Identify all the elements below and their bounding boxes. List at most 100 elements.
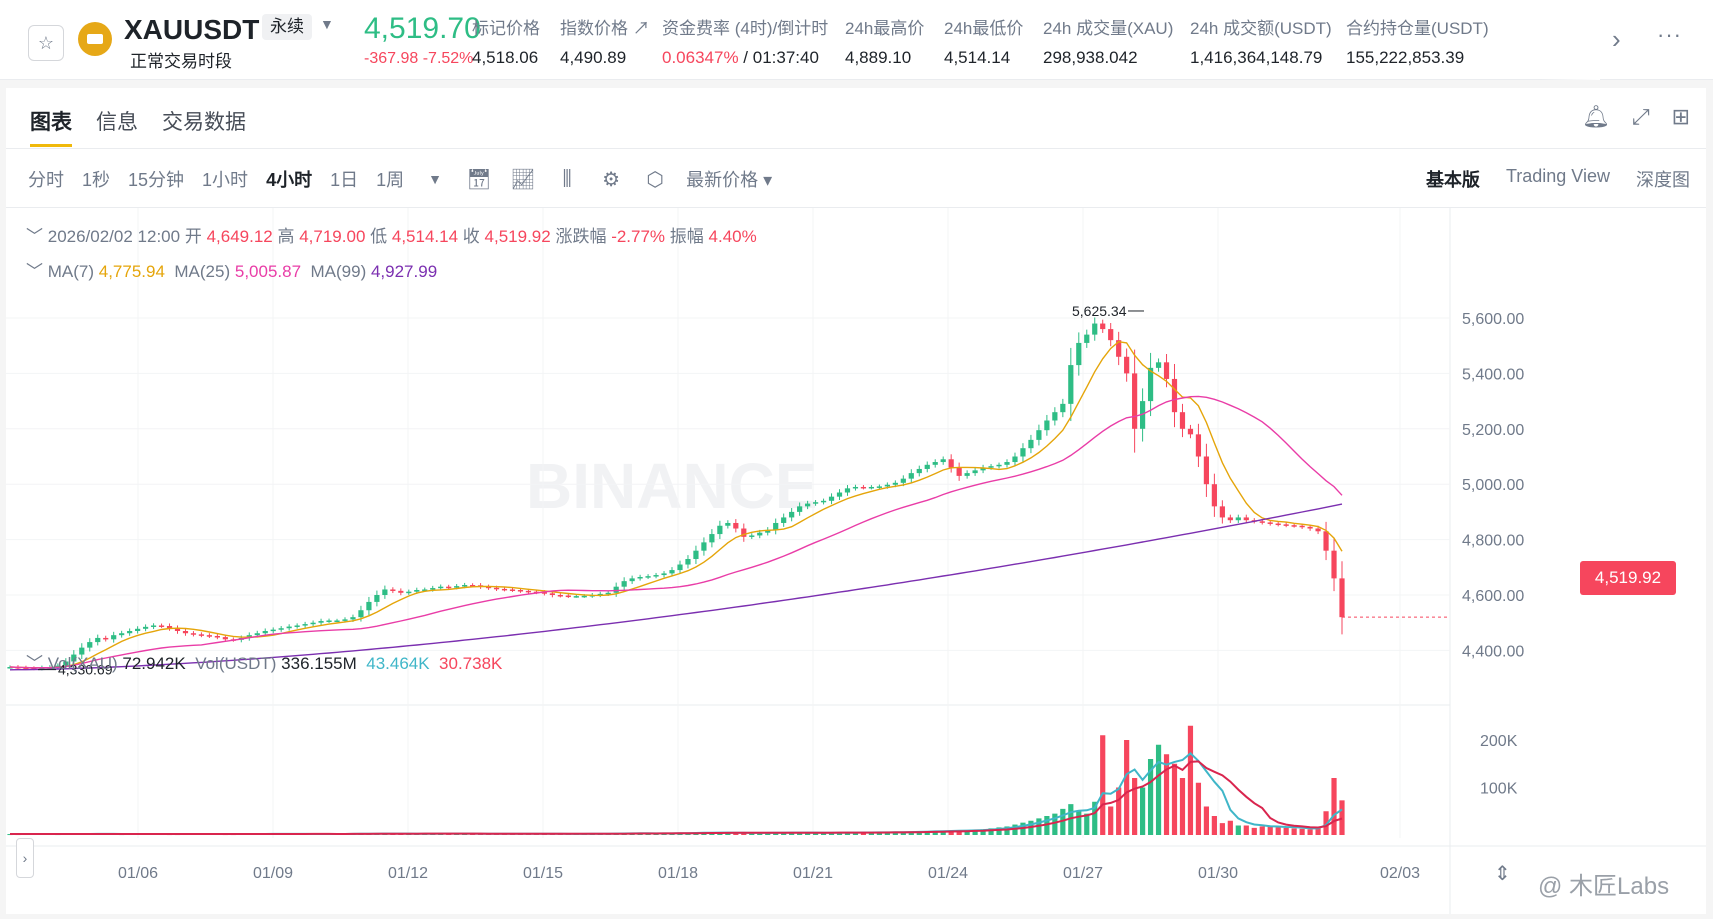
timeframe-4h[interactable]: 4小时: [266, 170, 313, 190]
contract-type-badge: 永续: [262, 14, 312, 40]
volume-bar: [1323, 811, 1329, 835]
candle-body: [916, 468, 922, 474]
tab-info[interactable]: 信息: [96, 111, 138, 134]
candle-body: [1187, 428, 1194, 435]
candle-body: [549, 593, 555, 595]
candle-body: [868, 486, 875, 489]
candle-body: [565, 595, 571, 598]
timeframe-dropdown-icon[interactable]: ▼: [428, 171, 443, 187]
volume-bar: [1155, 744, 1162, 835]
price-type-select[interactable]: 最新价格 ▾: [686, 170, 773, 190]
scale-toggle-icon[interactable]: ⇕: [1494, 863, 1511, 885]
candle-body: [924, 464, 930, 469]
candle-body: [63, 661, 69, 666]
panel-tabs: 图表 信息 交易数据: [30, 106, 246, 147]
candle-body: [470, 585, 476, 587]
star-icon[interactable]: ☆: [28, 25, 64, 61]
volume-bar: [1331, 778, 1337, 835]
volume-bar: [1307, 829, 1313, 835]
candle-body: [1267, 522, 1273, 524]
candle-body: [462, 585, 468, 587]
chart-panel: 图表 信息 交易数据 🔔︎ ⤢ ⊞ 分时 1秒 15分钟 1小时 4小时 1日 …: [6, 88, 1706, 914]
candle-type-icon[interactable]: ⫼: [562, 167, 572, 190]
view-basic[interactable]: 基本版: [1425, 170, 1480, 190]
grid-layout-icon[interactable]: ⊞: [1671, 104, 1690, 129]
candle-body: [374, 595, 380, 602]
symbol-title[interactable]: XAUUSDT: [124, 14, 260, 45]
price-tick-label: 5,600.00: [1462, 311, 1524, 328]
candle-body: [1299, 525, 1305, 528]
candle-body: [669, 570, 675, 574]
candle-body: [1227, 517, 1233, 521]
volume-bar: [1084, 813, 1090, 835]
candle-body: [541, 592, 547, 594]
candle-body: [1116, 340, 1122, 357]
volume-ma-slow-line: [10, 760, 1343, 835]
bell-icon[interactable]: 🔔︎: [1582, 104, 1610, 129]
candle-body: [988, 466, 994, 468]
time-tick-label: 01/27: [1063, 865, 1103, 882]
candle-body: [1124, 356, 1130, 374]
timeframe-line[interactable]: 分时: [28, 170, 64, 190]
volume-bar: [1116, 787, 1122, 835]
volume-bar: [948, 830, 954, 835]
candle-body: [270, 629, 276, 632]
timeframe-1w[interactable]: 1周: [376, 170, 405, 190]
volume-legend: ﹀ Vol(XAU) 72.942K Vol(USDT) 336.155M 43…: [26, 654, 503, 673]
candle-body: [1036, 430, 1042, 440]
candle-body: [557, 595, 563, 597]
volume-bar: [805, 832, 811, 835]
view-tradingview[interactable]: Trading View: [1505, 166, 1610, 186]
stat-index-price[interactable]: 指数价格 ↗ 4,490.89: [560, 19, 650, 67]
calendar-icon[interactable]: 📅︎: [466, 168, 492, 191]
volume-bar: [1203, 806, 1210, 835]
ma99-line: [9, 503, 1343, 671]
indicator-icon[interactable]: 📈︎: [510, 168, 536, 191]
more-icon[interactable]: ···: [1657, 22, 1682, 47]
chevron-right-icon[interactable]: ›: [16, 838, 34, 878]
tab-chart[interactable]: 图表: [30, 106, 72, 147]
candle-body: [677, 564, 683, 571]
candle-body: [629, 578, 635, 582]
candle-body: [1195, 434, 1202, 457]
tab-trading-data[interactable]: 交易数据: [162, 111, 246, 134]
time-tick-label: 02/03: [1380, 865, 1420, 882]
candle-body: [103, 637, 109, 640]
candle-body: [95, 637, 101, 643]
candle-body: [781, 517, 787, 523]
volume-bar: [1187, 725, 1194, 835]
candle-body: [741, 528, 747, 537]
volume-bar: [1076, 811, 1082, 835]
volume-bar: [844, 832, 851, 835]
timeframe-1h[interactable]: 1小时: [202, 170, 249, 190]
candle-body: [1076, 342, 1082, 366]
view-depth[interactable]: 深度图: [1636, 170, 1690, 190]
hex-icon[interactable]: ⬡: [646, 168, 664, 191]
volume-bar: [1171, 763, 1178, 835]
volume-bar: [1339, 800, 1345, 835]
candle-body: [23, 667, 29, 670]
price-tick-label: 5,000.00: [1462, 477, 1524, 494]
candle-body: [342, 619, 348, 621]
timeframe-15m[interactable]: 15分钟: [128, 170, 185, 190]
candle-body: [1211, 484, 1217, 507]
candle-body: [350, 617, 356, 620]
volume-bar: [972, 829, 978, 835]
volume-bar: [820, 832, 827, 835]
chevron-right-icon[interactable]: ›: [1612, 24, 1621, 54]
expand-icon[interactable]: ⤢: [1631, 104, 1650, 129]
volume-bar: [924, 831, 930, 835]
price-tick-label: 4,600.00: [1462, 588, 1524, 605]
candlestick-chart[interactable]: BINANCE 5,600.00 5,400.00 5,200.00 5,000.00 4…: [6, 208, 1706, 914]
timeframe-1d[interactable]: 1日: [330, 170, 359, 190]
candle-body: [828, 496, 835, 501]
candle-body: [454, 586, 460, 588]
chevron-down-icon[interactable]: ▼: [320, 16, 334, 32]
chart-area[interactable]: BINANCE 5,600.00 5,400.00 5,200.00 5,000.00 4…: [6, 208, 1706, 914]
volume-bar: [1195, 782, 1202, 835]
candle-body: [820, 500, 827, 503]
candle-body: [1163, 362, 1170, 379]
candle-body: [262, 631, 268, 634]
settings-icon[interactable]: ⚙: [602, 168, 621, 191]
timeframe-1s[interactable]: 1秒: [82, 170, 111, 190]
